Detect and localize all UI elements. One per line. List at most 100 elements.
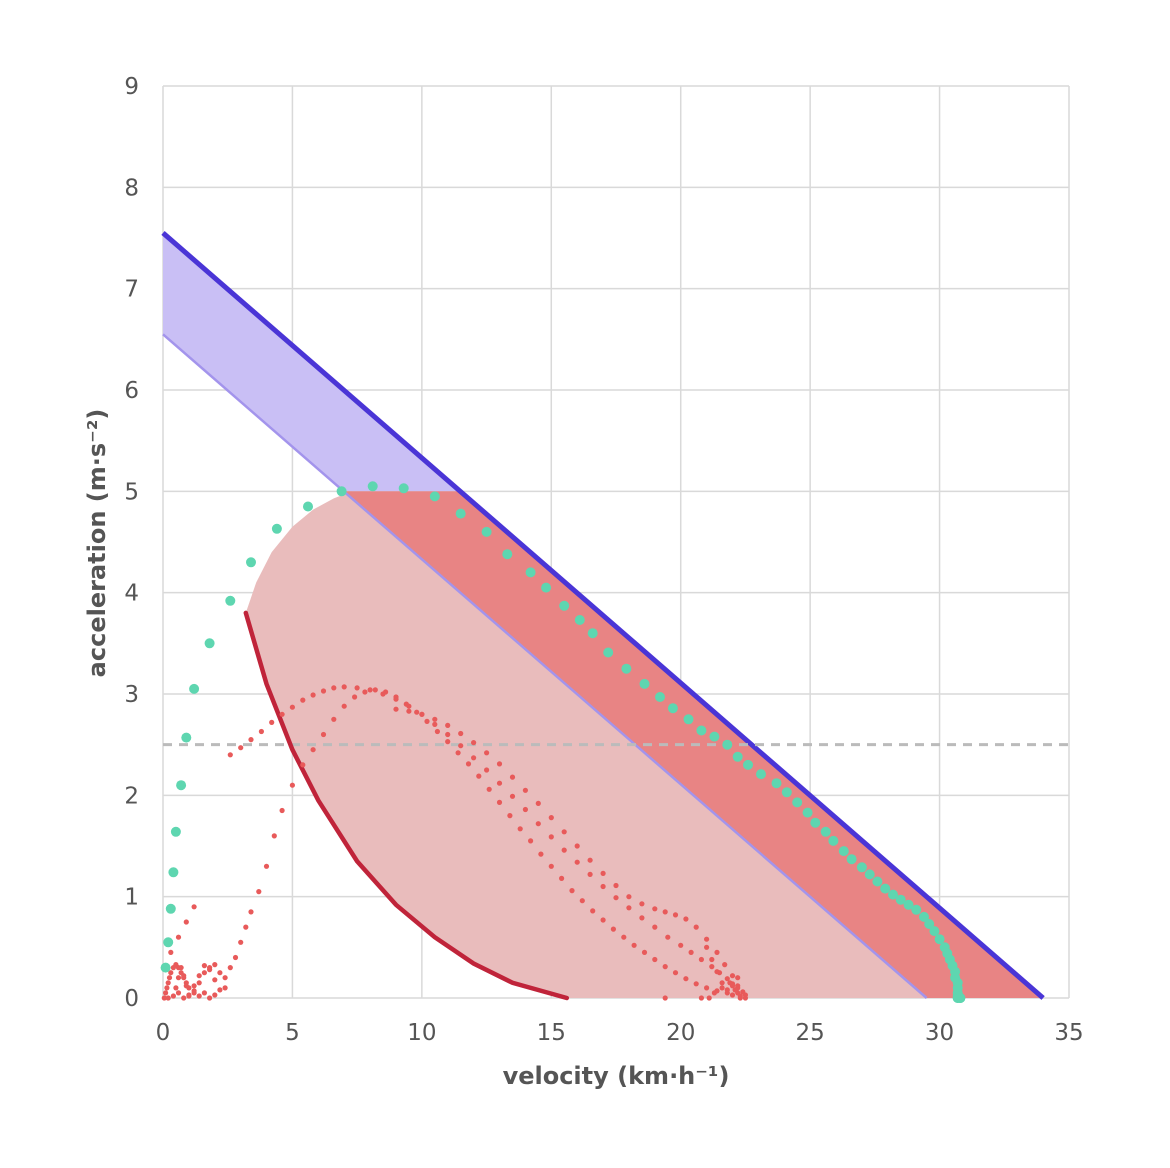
red-point: [161, 995, 167, 1001]
red-point: [217, 970, 223, 976]
red-point: [165, 995, 171, 1001]
red-point: [706, 995, 712, 1001]
red-point: [341, 684, 347, 690]
red-point: [341, 703, 347, 709]
teal-point: [864, 869, 875, 880]
red-point: [600, 883, 606, 890]
red-point: [248, 909, 254, 915]
red-point: [590, 908, 596, 914]
red-point: [331, 716, 337, 722]
teal-point: [367, 481, 378, 492]
red-point: [414, 709, 420, 715]
teal-point: [168, 867, 179, 878]
red-point: [201, 970, 207, 976]
red-point: [406, 703, 412, 709]
red-point: [688, 949, 694, 956]
red-point: [201, 963, 207, 969]
red-point: [310, 692, 316, 698]
red-point: [652, 956, 658, 963]
teal-point: [722, 739, 733, 750]
red-point: [613, 882, 619, 889]
red-point: [626, 905, 632, 911]
red-point: [471, 740, 477, 746]
y-tick-label: 2: [124, 783, 139, 809]
teal-point: [170, 826, 181, 837]
red-point: [600, 917, 606, 923]
red-point: [320, 688, 327, 694]
teal-point: [856, 862, 867, 873]
x-tick-label: 20: [666, 1020, 695, 1046]
teal-point: [621, 663, 632, 674]
teal-point: [525, 567, 536, 578]
red-point: [212, 992, 218, 998]
red-point: [626, 894, 632, 900]
red-point: [227, 752, 233, 758]
teal-point: [880, 883, 891, 894]
red-point: [683, 916, 689, 922]
red-point: [289, 782, 295, 788]
red-point: [367, 687, 373, 693]
red-point: [175, 934, 182, 940]
x-axis-ticks: 0 5 10 15 20 25 30 35: [156, 1020, 1084, 1046]
red-point: [621, 934, 627, 940]
teal-point: [587, 628, 598, 639]
red-point: [719, 985, 725, 991]
red-point: [196, 993, 202, 999]
teal-point: [934, 934, 945, 945]
y-axis-label: acceleration (m·s⁻²): [83, 409, 111, 678]
teal-point: [655, 692, 665, 702]
teal-point: [756, 769, 766, 780]
red-point: [310, 747, 316, 753]
red-point: [424, 718, 430, 725]
red-point: [243, 924, 249, 930]
red-point: [507, 813, 513, 819]
red-point: [714, 949, 720, 956]
red-point: [279, 807, 285, 814]
teal-point: [574, 615, 585, 625]
red-point: [665, 934, 671, 940]
red-point: [331, 685, 337, 691]
red-point: [496, 780, 503, 786]
red-point: [639, 915, 645, 921]
red-point: [362, 689, 368, 695]
lower-boundary-line: [162, 333, 928, 999]
red-points-series: [161, 684, 749, 1001]
red-point: [393, 696, 399, 702]
red-point: [476, 773, 482, 779]
teal-point: [163, 937, 174, 948]
red-point: [509, 774, 516, 780]
red-point: [652, 906, 658, 912]
red-point: [727, 980, 733, 986]
red-point: [201, 990, 207, 996]
red-point: [165, 980, 171, 986]
red-point: [732, 987, 738, 993]
teal-point: [541, 582, 552, 593]
red-point: [698, 995, 705, 1001]
red-point: [352, 694, 358, 700]
red-point: [196, 980, 202, 986]
red-point: [600, 870, 606, 877]
y-tick-label: 8: [124, 175, 139, 201]
teal-point: [176, 780, 187, 791]
red-point: [724, 987, 730, 993]
teal-point: [872, 876, 883, 887]
red-point: [535, 821, 541, 827]
red-point: [279, 711, 285, 717]
red-point: [548, 863, 554, 869]
teal-point: [429, 491, 440, 502]
red-point: [509, 793, 516, 799]
red-point: [445, 731, 451, 738]
teal-point: [559, 600, 570, 611]
red-point: [173, 985, 179, 991]
red-point: [704, 944, 710, 950]
red-point: [181, 973, 187, 979]
red-point: [183, 983, 189, 989]
y-tick-label: 1: [124, 885, 139, 911]
red-point: [380, 691, 386, 697]
x-tick-label: 0: [156, 1020, 171, 1046]
teal-point: [181, 732, 192, 743]
teal-point: [189, 683, 200, 694]
red-point: [175, 990, 182, 996]
red-point: [678, 942, 684, 948]
red-point: [517, 826, 523, 832]
